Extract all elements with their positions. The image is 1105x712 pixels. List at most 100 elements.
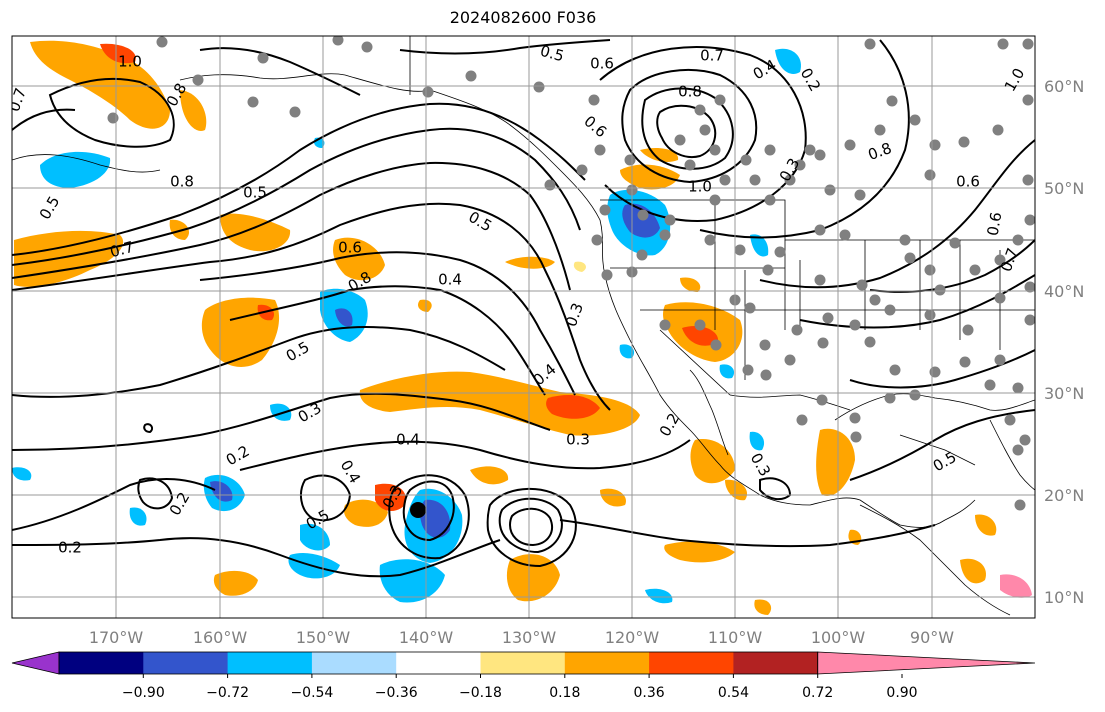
station-dot <box>749 174 761 186</box>
station-dot <box>1022 38 1034 50</box>
contour-label: 0.2 <box>58 539 82 557</box>
colorbar-tick-label: 0.36 <box>634 685 665 701</box>
station-dot <box>1012 234 1024 246</box>
station-dot <box>742 364 754 376</box>
lon-tick-label: 90°W <box>910 628 954 647</box>
colorbar-tick-labels: −0.90 −0.72 −0.54 −0.36 −0.18 0.18 0.36 0.54 0.7… <box>122 674 918 701</box>
station-dot <box>257 52 269 64</box>
station-dot <box>874 124 886 136</box>
station-dot <box>814 149 826 161</box>
contour-label: 0.5 <box>538 42 566 66</box>
contour-label: 0.6 <box>984 211 1006 238</box>
chart-title: 2024082600 F036 <box>449 8 597 27</box>
colorbar-segment <box>480 652 566 674</box>
station-dot <box>929 366 941 378</box>
station-dot <box>849 412 861 424</box>
station-dot <box>992 124 1004 136</box>
station-dot <box>659 229 671 241</box>
storm-center-marker <box>410 502 426 518</box>
station-dot <box>850 431 862 443</box>
station-dot <box>664 214 676 226</box>
station-dot <box>764 194 776 206</box>
station-dot <box>594 144 606 156</box>
station-dot <box>192 74 204 86</box>
station-dot <box>709 194 721 206</box>
station-dot <box>886 95 898 107</box>
contour-label: 0.8 <box>678 83 702 101</box>
colorbar-tick-label: −0.18 <box>459 685 502 701</box>
station-dot <box>710 339 722 351</box>
contour-label: 0.5 <box>243 184 267 202</box>
station-dot <box>924 169 936 181</box>
lon-tick-label: 120°W <box>605 628 660 647</box>
station-dot <box>962 324 974 336</box>
contour-label: 0.8 <box>170 173 194 191</box>
contour-label: 0.3 <box>566 431 590 449</box>
station-dot <box>636 249 648 261</box>
station-dot <box>909 114 921 126</box>
colorbar-tick-label: 0.72 <box>802 685 833 701</box>
station-dot <box>601 269 613 281</box>
colorbar-tick-label: −0.90 <box>122 685 165 701</box>
station-dot <box>588 94 600 106</box>
colorbar-segment <box>649 652 734 674</box>
colorbar-segment <box>396 652 481 674</box>
station-dot <box>839 229 851 241</box>
station-dot <box>637 209 649 221</box>
colorbar-tick-label: −0.54 <box>290 685 333 701</box>
station-dot <box>107 112 119 124</box>
lat-tick-label: 20°N <box>1044 486 1084 505</box>
contour-label: 1.0 <box>688 178 712 196</box>
lon-tick-label: 130°W <box>502 628 557 647</box>
station-dot <box>899 234 911 246</box>
station-dot <box>884 392 896 404</box>
station-dot <box>889 364 901 376</box>
station-dot <box>949 237 961 249</box>
colorbar-tick-label: −0.72 <box>206 685 249 701</box>
lon-tick-label: 140°W <box>399 628 454 647</box>
station-dot <box>804 144 816 156</box>
station-dot <box>659 319 671 331</box>
colorbar-segment <box>311 652 397 674</box>
station-dot <box>784 354 796 366</box>
station-dot <box>994 254 1006 266</box>
station-dot <box>762 264 774 276</box>
lon-tick-label: 100°W <box>811 628 866 647</box>
latitude-labels: 60°N 50°N 40°N 30°N 20°N 10°N <box>1044 77 1084 607</box>
colorbar-tick-label: 0.54 <box>718 685 749 701</box>
station-dot <box>824 184 836 196</box>
station-dot <box>884 304 896 316</box>
station-dot <box>796 414 808 426</box>
colorbar-segment <box>143 652 229 674</box>
station-dot <box>591 234 603 246</box>
lon-tick-label: 170°W <box>89 628 144 647</box>
contour-lines <box>12 39 1035 578</box>
station-dot <box>814 224 826 236</box>
colorbar <box>11 651 1036 675</box>
colorbar-tick-label: 0.18 <box>549 685 580 701</box>
lat-tick-label: 40°N <box>1044 282 1084 301</box>
contour-labels: 0.5 0.6 0.7 0.5 0.6 0.8 1.0 0.4 0.2 0.3 1.0 0.8 0.7 0… <box>12 42 1028 557</box>
station-dot <box>849 319 861 331</box>
station-dot <box>422 86 434 98</box>
station-dot <box>744 302 756 314</box>
colorbar-extend-max <box>817 651 1036 675</box>
colorbar-tick-label: −0.36 <box>375 685 418 701</box>
station-dot <box>361 41 373 53</box>
station-dot <box>844 139 856 151</box>
station-dot <box>709 144 721 156</box>
station-dot <box>684 159 696 171</box>
contour-label: 0.7 <box>108 238 136 262</box>
station-dot <box>156 36 168 48</box>
longitude-labels: 170°W 160°W 150°W 140°W 130°W 120°W 110°W 100°W… <box>89 628 954 647</box>
colorbar-extend-min <box>11 651 60 675</box>
station-dot <box>969 264 981 276</box>
station-dot <box>624 154 636 166</box>
colorbar-frame <box>58 651 819 675</box>
station-dot <box>997 38 1009 50</box>
station-dot <box>1022 174 1034 186</box>
station-dot <box>694 319 706 331</box>
station-dot <box>694 104 706 116</box>
lon-tick-label: 150°W <box>296 628 351 647</box>
station-dot <box>856 279 868 291</box>
